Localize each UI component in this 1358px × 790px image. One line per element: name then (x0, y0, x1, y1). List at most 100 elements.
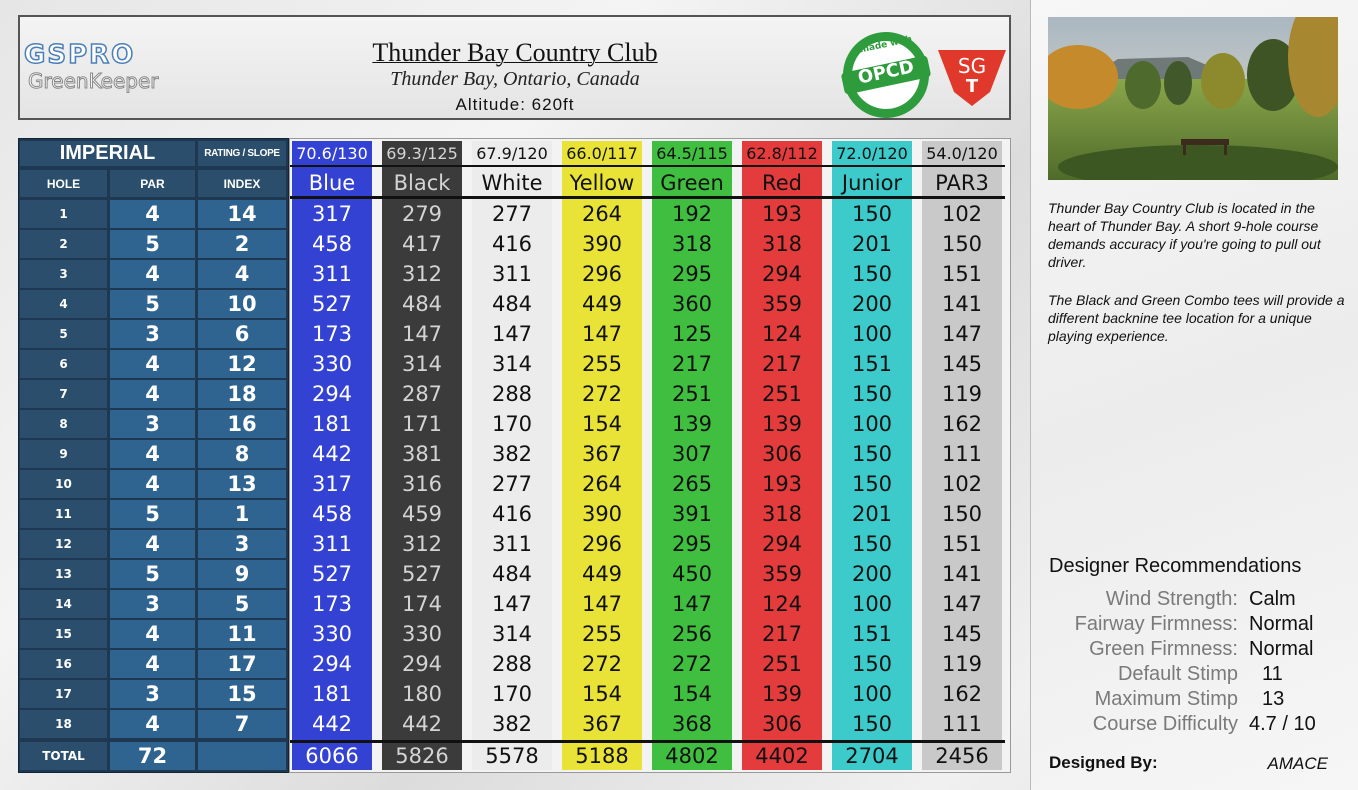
yardage: 141 (941, 292, 983, 316)
yardage: 174 (401, 592, 443, 616)
title: Thunder Bay Country Club (372, 38, 658, 67)
yardage: 312 (401, 262, 443, 286)
yardage: 295 (671, 262, 713, 286)
yardage: 119 (941, 382, 983, 406)
tee-strip (562, 141, 642, 770)
index-cell: 12 (198, 350, 286, 378)
hole-cell: 6 (20, 350, 107, 378)
rating-label: RATING / SLOPE (198, 141, 286, 166)
badges (841, 32, 1006, 118)
yardage: 170 (491, 682, 533, 706)
index-cell: 3 (198, 530, 286, 558)
par-cell: 4 (110, 470, 195, 498)
yardage: 272 (581, 652, 623, 676)
yardage: 311 (491, 532, 533, 556)
yardage: 170 (491, 412, 533, 436)
yardage: 102 (941, 472, 983, 496)
altitude: Altitude: 620ft (455, 95, 575, 114)
yardage: 312 (401, 532, 443, 556)
index-cell: 10 (198, 290, 286, 318)
yardage: 171 (401, 412, 443, 436)
hole-cell: 8 (20, 410, 107, 438)
hole-cell: 3 (20, 260, 107, 288)
tee-strip (832, 141, 912, 770)
recommendation-label: Green Firmness: (1089, 638, 1238, 660)
par-cell: 4 (110, 440, 195, 468)
tee-rating: 64.5/115 (656, 143, 728, 163)
yardage: 484 (401, 292, 443, 316)
yardage: 145 (941, 352, 983, 376)
yardage: 330 (311, 622, 353, 646)
yardage: 150 (851, 382, 893, 406)
yardage: 442 (311, 442, 353, 466)
tee-strip (472, 141, 552, 770)
yardage: 173 (311, 322, 353, 346)
tee-name: Blue (308, 170, 356, 195)
par-cell: 3 (110, 680, 195, 708)
par-cell: 4 (110, 650, 195, 678)
index-cell: 16 (198, 410, 286, 438)
yardage: 162 (941, 682, 983, 706)
yardage: 288 (491, 382, 533, 406)
yardage: 318 (671, 232, 713, 256)
yardage: 314 (491, 622, 533, 646)
yardage: 449 (581, 292, 623, 316)
yardage: 147 (581, 322, 623, 346)
index-cell: 1 (198, 500, 286, 528)
yardage: 217 (761, 352, 803, 376)
description-paragraph: Thunder Bay Country Club is located in t… (1048, 200, 1321, 270)
yardage: 264 (581, 202, 623, 226)
sgt-shield (938, 50, 1006, 106)
par-cell: 4 (110, 260, 195, 288)
tee-rating: 62.8/112 (746, 143, 818, 163)
hole-cell: 2 (20, 230, 107, 258)
tee-name: PAR3 (935, 170, 989, 195)
yardage: 330 (401, 622, 443, 646)
yardage: 317 (311, 202, 353, 226)
par-cell: 4 (110, 350, 195, 378)
recommendation-label: Default Stimp (1117, 663, 1238, 685)
yardage: 150 (851, 652, 893, 676)
tee-rating: 67.9/120 (476, 143, 548, 163)
column-header: INDEX (198, 170, 286, 197)
tee-strip (292, 141, 372, 770)
yardage: 306 (761, 442, 803, 466)
tee-strip (922, 141, 1002, 770)
yardage: 102 (941, 202, 983, 226)
tee-name: Yellow (569, 170, 635, 195)
hole-cell: 9 (20, 440, 107, 468)
yardage: 256 (671, 622, 713, 646)
par-cell: 5 (110, 230, 195, 258)
yardage: 382 (491, 442, 533, 466)
yardage: 154 (581, 682, 623, 706)
yardage: 367 (581, 442, 623, 466)
yardage: 201 (851, 232, 893, 256)
par-cell: 3 (110, 590, 195, 618)
recommendation-label: Wind Strength: (1105, 588, 1238, 610)
yardage: 264 (581, 472, 623, 496)
total-yardage: 6066 (305, 744, 359, 768)
par-cell: 5 (110, 290, 195, 318)
yardage: 318 (761, 502, 803, 526)
recommendation-value: 13 (1262, 688, 1285, 710)
index-cell: 13 (198, 470, 286, 498)
tee-name: Red (762, 170, 802, 195)
total-yardage: 2456 (935, 744, 989, 768)
yardage: 381 (401, 442, 443, 466)
total-yardage: 2704 (845, 744, 899, 768)
course-photo (1048, 17, 1338, 180)
hole-cell: 16 (20, 650, 107, 678)
yardage: 314 (401, 352, 443, 376)
yardage: 527 (401, 562, 443, 586)
hole-cell: 4 (20, 290, 107, 318)
yardage: 147 (941, 592, 983, 616)
tee-strip (742, 141, 822, 770)
yardage: 279 (401, 202, 443, 226)
recommendation-value: Normal (1249, 613, 1314, 635)
yardage: 151 (851, 352, 893, 376)
par-cell: 4 (110, 710, 195, 738)
yardage: 251 (761, 652, 803, 676)
yardage: 382 (491, 712, 533, 736)
yardage: 316 (401, 472, 443, 496)
